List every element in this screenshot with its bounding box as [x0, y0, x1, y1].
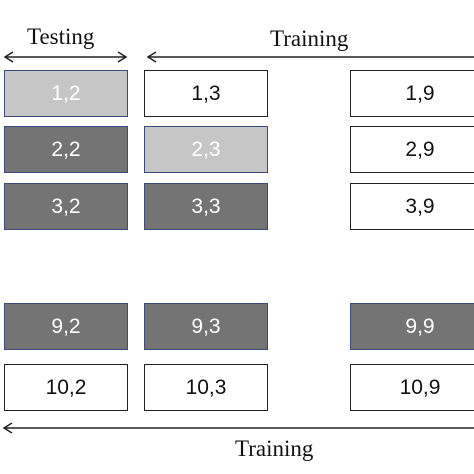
fold-cell-2-3: 2,3 [144, 126, 268, 173]
fold-cell-3-9: 3,9 [350, 183, 474, 230]
training-bottom-arrow [2, 422, 474, 434]
fold-cell-10-9: 10,9 [350, 364, 474, 411]
fold-cell-10-3: 10,3 [144, 364, 268, 411]
training-top-arrow [146, 51, 474, 63]
fold-cell-9-9: 9,9 [350, 303, 474, 350]
fold-cell-1-9: 1,9 [350, 70, 474, 117]
fold-cell-2-9: 2,9 [350, 126, 474, 173]
fold-cell-2-2: 2,2 [4, 126, 128, 173]
fold-cell-3-3: 3,3 [144, 183, 268, 230]
training-bottom-label: Training [235, 436, 314, 461]
fold-cell-9-2: 9,2 [4, 303, 128, 350]
fold-cell-1-3: 1,3 [144, 70, 268, 117]
fold-cell-10-2: 10,2 [4, 364, 128, 411]
fold-cell-9-3: 9,3 [144, 303, 268, 350]
testing-arrow [3, 51, 128, 63]
fold-cell-3-2: 3,2 [4, 183, 128, 230]
fold-cell-1-2: 1,2 [4, 70, 128, 117]
testing-label: Testing [27, 24, 95, 49]
training-top-label: Training [270, 26, 349, 51]
